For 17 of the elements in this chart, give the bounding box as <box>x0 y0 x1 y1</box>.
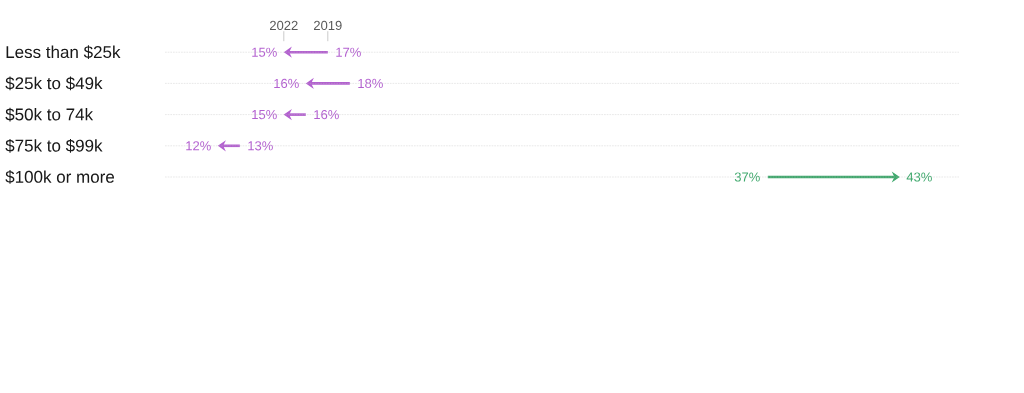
data-label: 16% <box>274 78 299 88</box>
text: 2019 <box>314 20 342 30</box>
category-label: $100k or more <box>5 170 115 184</box>
data-label: 18% <box>358 78 383 88</box>
category-label: $50k to 74k <box>5 107 94 122</box>
data-label: 43% <box>906 172 932 182</box>
category-label: Less than $25k <box>6 45 121 60</box>
category-label: $75k to $99k <box>5 138 103 153</box>
data-label: 16% <box>314 110 339 120</box>
category-label: $25k to $49k <box>5 76 103 91</box>
data-label: 15% <box>252 110 277 120</box>
data-label: 13% <box>248 141 273 151</box>
text: 2022 <box>270 20 298 30</box>
data-label: 17% <box>336 47 361 57</box>
data-label: 37% <box>734 172 760 182</box>
data-label: 12% <box>186 141 211 151</box>
data-label: 15% <box>252 47 277 57</box>
